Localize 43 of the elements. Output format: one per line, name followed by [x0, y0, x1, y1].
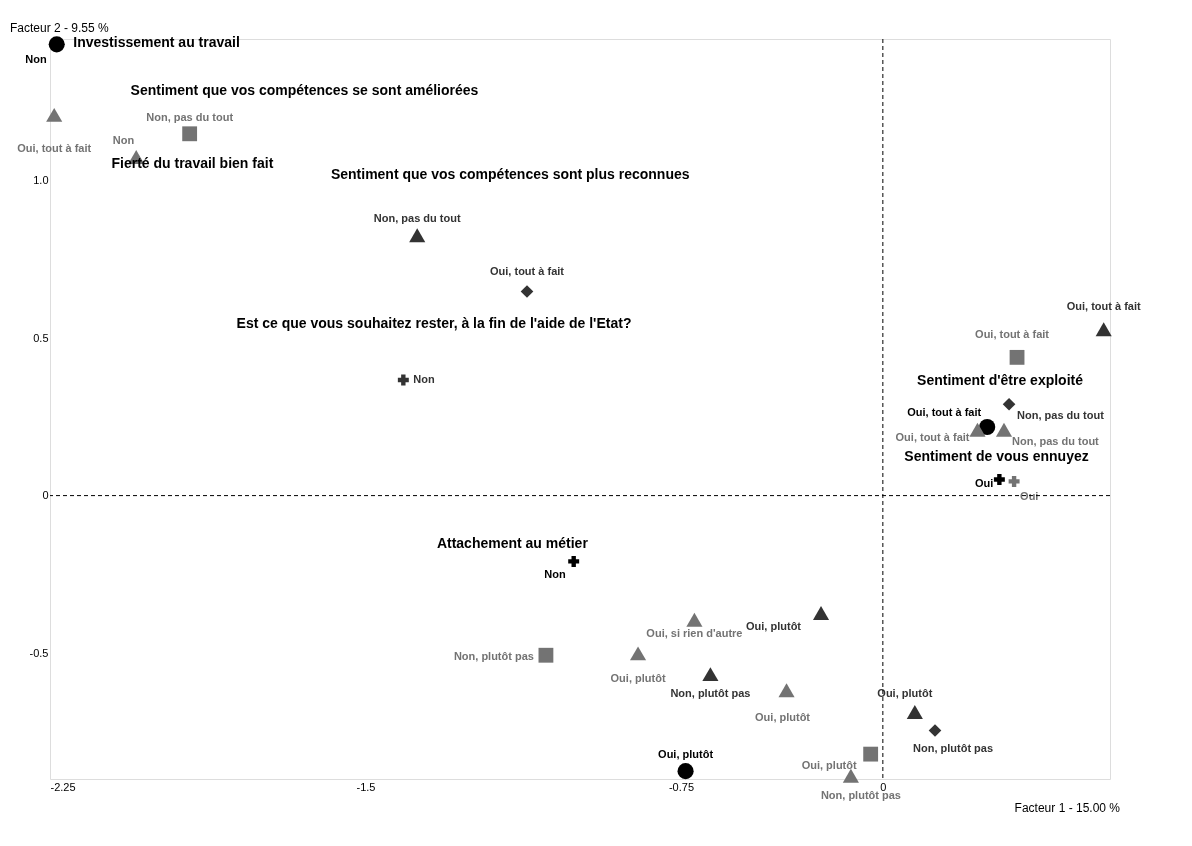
annotation: Sentiment de vous ennuyez	[904, 448, 1089, 465]
data-label: Oui, plutôt	[746, 620, 802, 633]
data-label: Non, plutôt pas	[913, 741, 994, 754]
data-label: Non	[544, 568, 566, 581]
data-label: Non	[112, 134, 135, 147]
data-label: Non, pas du tout	[1012, 434, 1100, 447]
data-label: Oui, plutôt	[877, 686, 933, 699]
data-label: Non, plutôt pas	[453, 650, 534, 663]
data-label: Oui, plutôt	[755, 711, 811, 724]
data-label: Oui, plutôt	[801, 759, 857, 772]
data-label: Non	[25, 53, 47, 66]
data-label: Non, pas du tout	[146, 110, 234, 123]
annotation: Sentiment que vos compétences se sont améliorées	[130, 81, 479, 98]
annotation: Investissement au travail	[73, 34, 240, 51]
data-label: Oui	[975, 476, 994, 489]
x-tick-label: -2.25	[50, 780, 76, 793]
x-tick-label: -0.75	[668, 780, 694, 793]
data-label: Oui, si rien d'autre	[646, 626, 743, 639]
data-label: Oui, plutôt	[610, 672, 666, 685]
annotation: Est ce que vous souhaitez rester, à la fin de l'aide de l'Etat?	[236, 314, 632, 331]
data-label: Oui, tout à fait	[1066, 300, 1141, 313]
data-label: Oui, plutôt	[658, 748, 714, 761]
data-label: Non, pas du tout	[373, 212, 461, 225]
annotation: Sentiment d'être exploité	[917, 371, 1084, 388]
data-label: Non	[413, 373, 435, 386]
x-axis-title: Facteur 1 - 15.00 %	[1014, 801, 1121, 815]
data-label: Oui, tout à fait	[17, 141, 92, 154]
data-label: Oui, tout à fait	[490, 264, 565, 277]
data-label: Oui, tout à fait	[907, 405, 982, 418]
annotation: Sentiment que vos compétences sont plus reconnues	[330, 166, 690, 183]
data-label: Oui	[1020, 490, 1039, 503]
y-tick-label: -0.5	[29, 646, 49, 659]
data-label: Oui, tout à fait	[895, 430, 970, 443]
y-tick-label: 0.5	[33, 331, 49, 344]
data-label: Oui, tout à fait	[975, 328, 1050, 341]
x-tick-label: -1.5	[356, 780, 376, 793]
y-axis-title: Facteur 2 - 9.55 %	[10, 21, 110, 35]
annotation: Attachement au métier	[436, 534, 589, 551]
data-label: Non, plutôt pas	[670, 687, 751, 700]
data-label: Non, pas du tout	[1017, 409, 1105, 422]
y-tick-label: 1.0	[33, 174, 49, 187]
annotation: Fierté du travail bien fait	[111, 155, 274, 172]
y-tick-label: 0	[42, 489, 49, 502]
